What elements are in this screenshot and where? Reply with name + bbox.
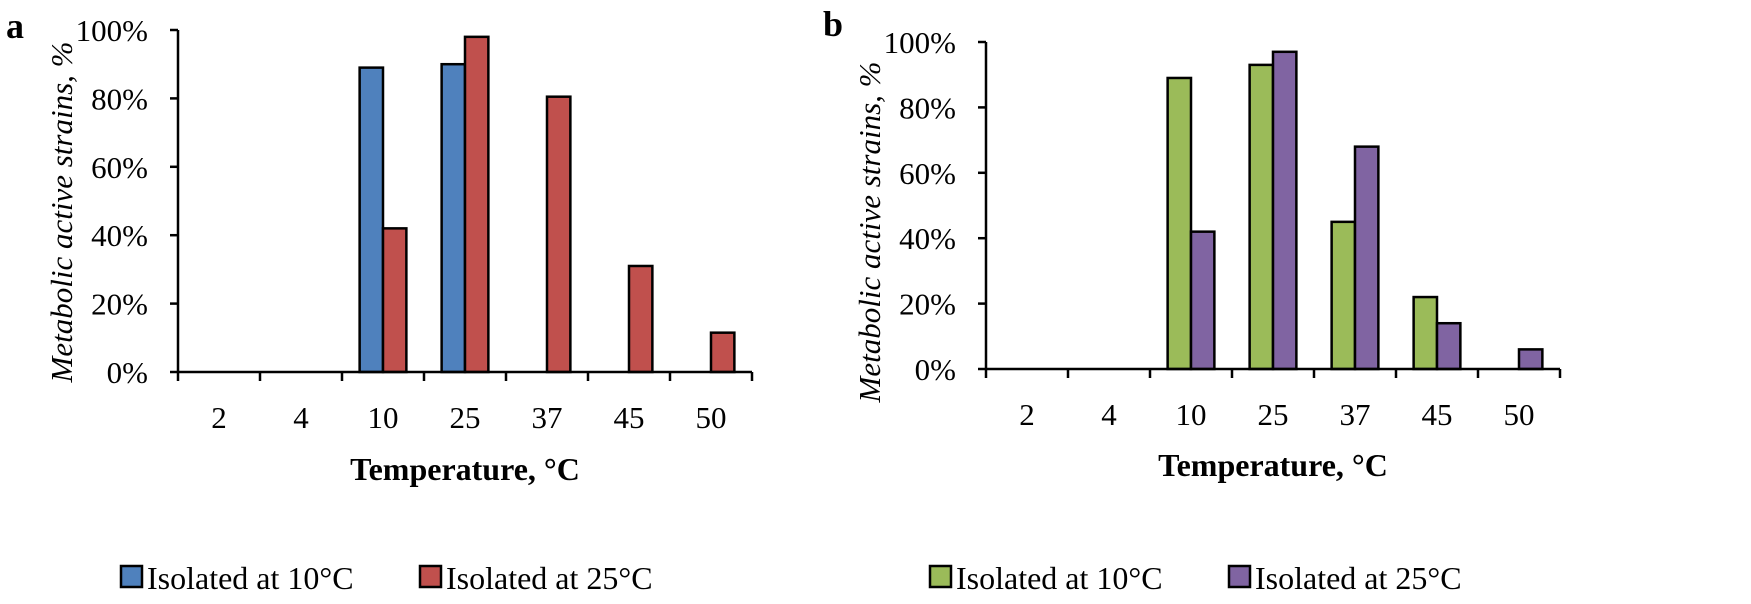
x-tick-label-a-50: 50 — [696, 400, 727, 435]
legend-swatch-a-series-2 — [418, 564, 443, 589]
x-tick-label-b-45: 45 — [1422, 397, 1453, 432]
x-tick-label-a-25: 25 — [450, 400, 481, 435]
legend-swatch-a-series-1 — [119, 564, 144, 589]
bar-b-s2-25 — [1271, 50, 1298, 371]
x-tick-label-a-10: 10 — [368, 400, 399, 435]
bar-b-s1-37 — [1330, 220, 1357, 371]
y-tick-label-a-0: 0% — [107, 355, 148, 390]
y-ticks-b: 0% 20% 40% 60% 80% 100% — [884, 25, 986, 387]
y-ticks-a: 0% 20% 40% 60% 80% 100% — [76, 13, 178, 390]
bar-a-s2-37 — [545, 95, 572, 374]
x-tick-labels-a: 2 4 10 25 37 45 50 — [211, 400, 726, 435]
legend-swatch-b-series-2 — [1227, 564, 1252, 589]
bar-a-s2-45 — [627, 264, 654, 374]
bar-a-s2-10 — [381, 227, 408, 374]
chart-panel-a: a Metabolic active strains, % 0% 20% 40% 60… — [6, 6, 754, 596]
y-tick-label-a-4: 80% — [91, 81, 148, 116]
bar-b-s2-50 — [1517, 348, 1544, 371]
x-tick-label-b-50: 50 — [1504, 397, 1535, 432]
y-tick-label-a-2: 40% — [91, 218, 148, 253]
x-tick-label-a-45: 45 — [614, 400, 645, 435]
x-tick-labels-b: 2 4 10 25 37 45 50 — [1019, 397, 1534, 432]
bar-b-s1-10 — [1166, 76, 1193, 371]
bar-a-s1-10 — [358, 66, 385, 374]
legend-swatch-b-series-1 — [928, 564, 953, 589]
y-tick-label-a-5: 100% — [76, 13, 148, 48]
bar-b-s2-37 — [1353, 145, 1380, 371]
legend-label-b-series-1: Isolated at 10°C — [956, 560, 1163, 596]
y-tick-label-b-3: 60% — [899, 156, 956, 191]
y-tick-label-b-0: 0% — [915, 352, 956, 387]
bar-a-s1-25 — [440, 62, 467, 374]
bars-b — [1166, 50, 1544, 371]
legend-a: Isolated at 10°C Isolated at 25°C — [119, 560, 653, 596]
bar-a-s2-50 — [709, 331, 736, 374]
legend-label-b-series-2: Isolated at 25°C — [1255, 560, 1462, 596]
y-tick-label-b-2: 40% — [899, 221, 956, 256]
x-tick-label-b-2: 2 — [1019, 397, 1035, 432]
x-tick-label-b-10: 10 — [1176, 397, 1207, 432]
bars-a — [358, 35, 736, 374]
y-tick-label-b-5: 100% — [884, 25, 956, 60]
panel-label-a: a — [6, 6, 24, 46]
x-tick-label-b-4: 4 — [1101, 397, 1117, 432]
bar-a-s2-25 — [463, 35, 490, 374]
bar-b-s2-45 — [1435, 321, 1462, 371]
x-tick-label-a-37: 37 — [532, 400, 563, 435]
bar-b-s1-45 — [1412, 295, 1439, 371]
y-tick-label-a-1: 20% — [91, 287, 148, 322]
legend-label-a-series-1: Isolated at 10°C — [147, 560, 354, 596]
x-axis-label-b: Temperature, °C — [1158, 447, 1388, 483]
y-axis-label-b: Metabolic active strains, % — [852, 62, 887, 404]
y-axis-label-a: Metabolic active strains, % — [44, 42, 79, 384]
y-tick-label-a-3: 60% — [91, 150, 148, 185]
chart-panel-b: b Metabolic active strains, % 0% 20% 40% 60… — [823, 4, 1562, 596]
x-tick-label-a-4: 4 — [293, 400, 309, 435]
x-axis-label-a: Temperature, °C — [350, 451, 580, 487]
axes-a — [176, 30, 754, 381]
legend-b: Isolated at 10°C Isolated at 25°C — [928, 560, 1462, 596]
bar-b-s1-25 — [1248, 63, 1275, 371]
y-tick-label-b-1: 20% — [899, 287, 956, 322]
bar-b-s2-10 — [1189, 230, 1216, 371]
x-tick-label-a-2: 2 — [211, 400, 227, 435]
axes-b — [984, 42, 1562, 378]
x-tick-label-b-25: 25 — [1258, 397, 1289, 432]
x-tick-label-b-37: 37 — [1340, 397, 1371, 432]
y-tick-label-b-4: 80% — [899, 90, 956, 125]
panel-label-b: b — [823, 4, 843, 44]
legend-label-a-series-2: Isolated at 25°C — [446, 560, 653, 596]
